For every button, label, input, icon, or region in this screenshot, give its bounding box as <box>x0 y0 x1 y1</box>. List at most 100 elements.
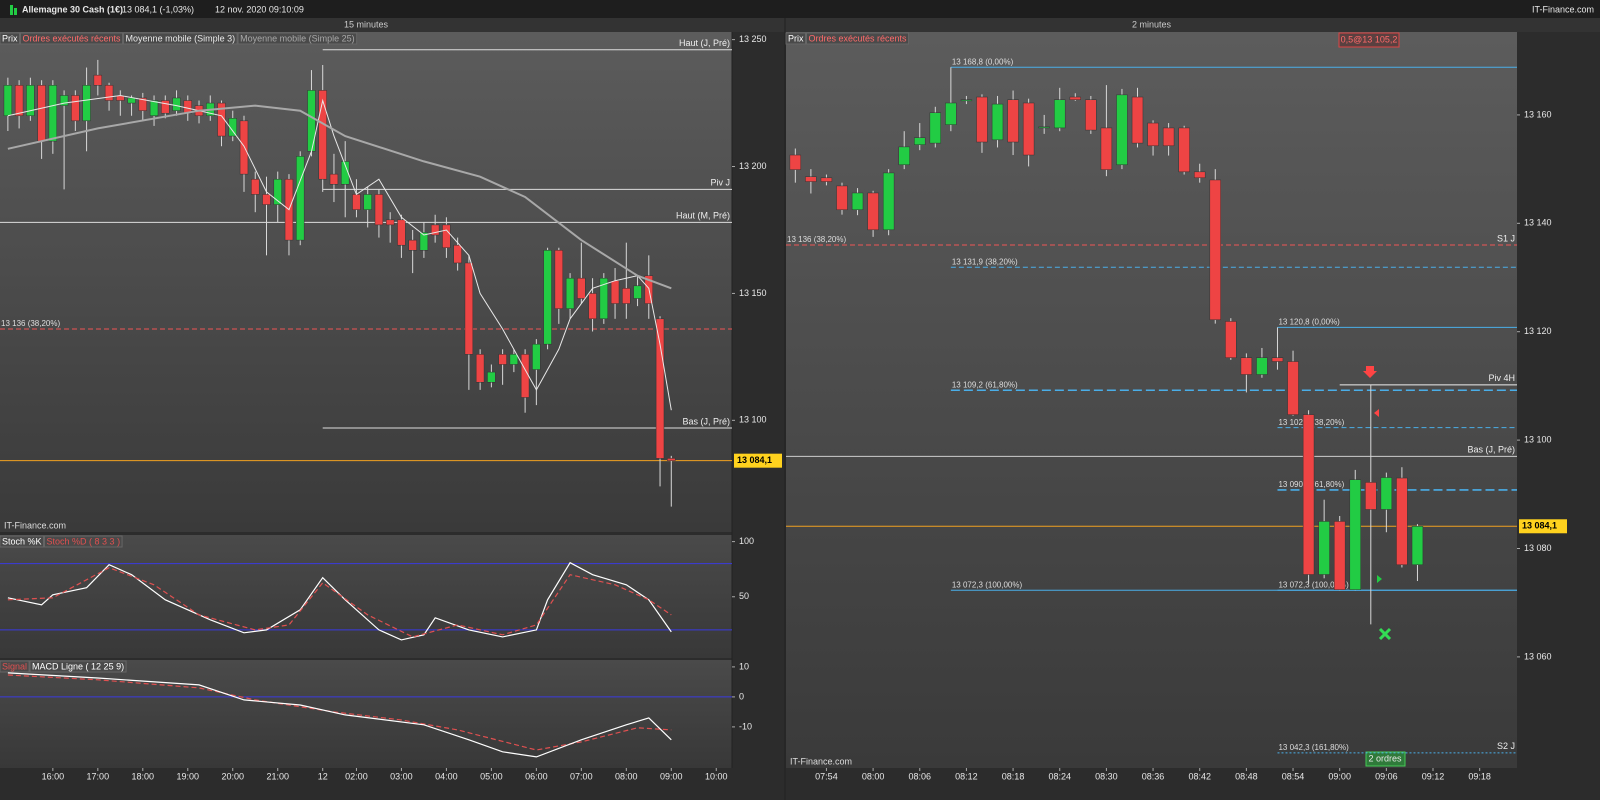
x-tick-label: 12 <box>318 771 328 781</box>
datetime: 12 nov. 2020 09:10:09 <box>215 4 304 14</box>
candle-body <box>633 285 642 299</box>
candle-body <box>1194 171 1206 179</box>
candle-body <box>104 85 114 101</box>
icon <box>10 5 13 15</box>
legend-bg <box>0 32 20 45</box>
x-tick-label: 08:48 <box>1235 771 1258 781</box>
y-tick-label: 50 <box>739 591 749 601</box>
candle-body <box>1209 179 1221 321</box>
y-tick-label: 13 250 <box>739 34 767 44</box>
candle-body <box>1178 127 1190 173</box>
candle-body <box>882 172 895 231</box>
candle-body <box>976 96 988 143</box>
indicator-line <box>7 94 672 411</box>
y-tick-label: 13 080 <box>1524 543 1552 553</box>
candle-body <box>318 90 327 180</box>
candle-body <box>329 173 339 185</box>
last-price-box <box>734 453 782 468</box>
candle-body <box>217 102 226 137</box>
legend-bg <box>785 32 806 45</box>
legend-item: MACD Ligne ( 12 25 9) <box>32 661 124 671</box>
candle-body <box>430 224 440 236</box>
x-tick-label: 08:30 <box>1095 771 1118 781</box>
legend-item: Ordres exécutés récents <box>809 33 908 43</box>
candle-body <box>228 118 237 137</box>
subtitle: 2 minutes <box>1132 19 1172 29</box>
x-tick-label: 04:00 <box>435 771 458 781</box>
candle-body <box>599 277 609 320</box>
candle-body <box>1240 357 1253 375</box>
level-label: 13 072,3 (100,00%) <box>1278 580 1349 589</box>
level-tag: Haut (J, Pré) <box>679 38 730 48</box>
y-tick-label: 13 150 <box>739 288 767 298</box>
candle-body <box>509 354 519 365</box>
candle-body <box>464 262 474 355</box>
candle-body <box>14 85 24 117</box>
candle-body <box>1038 126 1050 129</box>
candle-body <box>363 194 372 210</box>
candle-body <box>805 176 817 182</box>
marker <box>1377 575 1382 583</box>
x-tick-label: 08:00 <box>862 771 885 781</box>
x-tick-label: 08:12 <box>955 771 978 781</box>
candle-body <box>577 277 586 299</box>
legend-item: Prix <box>788 33 804 43</box>
order-box <box>1338 32 1400 48</box>
x-tick-label: 03:00 <box>390 771 413 781</box>
legend-bg <box>29 660 127 673</box>
top-bar <box>0 0 1600 18</box>
candle-body <box>239 120 249 175</box>
x-tick-label: 08:18 <box>1002 771 1025 781</box>
candle-body <box>1365 482 1377 510</box>
candle-body <box>307 90 316 152</box>
x-tick-label: 07:00 <box>570 771 593 781</box>
candle-body <box>836 185 848 211</box>
x-tick-label: 09:12 <box>1422 771 1445 781</box>
y-tick-label: 13 100 <box>739 415 767 425</box>
candle-body <box>914 137 926 145</box>
candle-body <box>419 232 429 251</box>
candle-body <box>1302 414 1315 575</box>
candle-body <box>127 97 136 104</box>
candle-body <box>1225 321 1237 358</box>
legend-bg <box>123 32 238 45</box>
legend-item: Moyenne mobile (Simple 25) <box>240 33 355 43</box>
watermark: IT-Finance.com <box>4 520 66 530</box>
candle-body <box>442 224 451 248</box>
y-tick-label: 13 060 <box>1524 651 1552 661</box>
candle-body <box>820 177 833 182</box>
x-tick-label: 18:00 <box>132 771 155 781</box>
candle-body <box>1287 361 1299 415</box>
legend-item: Stoch %D ( 8 3 3 ) <box>47 536 121 546</box>
candle-body <box>251 178 260 195</box>
candle-body <box>588 293 597 320</box>
level-tag: S2 J <box>1497 741 1515 751</box>
y-tick-label: 13 120 <box>1524 326 1552 336</box>
candle-body <box>37 85 46 142</box>
candle-body <box>1380 477 1393 510</box>
subtitle: 15 minutes <box>344 19 389 29</box>
level-label: 13 131,9 (38,20%) <box>952 257 1018 266</box>
y-tick-label: 100 <box>739 536 754 546</box>
y-tick-label: 10 <box>739 661 749 671</box>
candle-body <box>991 103 1004 141</box>
candle-body <box>929 112 942 144</box>
x-tick-label: 05:00 <box>480 771 503 781</box>
candle-body <box>273 178 282 205</box>
candle-body <box>1100 127 1113 170</box>
order-label: 0,5@13 105,2 <box>1341 34 1398 44</box>
panel <box>0 660 732 768</box>
y-tick-label: 0 <box>739 691 744 701</box>
candle-body <box>898 146 910 166</box>
candle-body <box>93 74 103 86</box>
watermark: IT-Finance.com <box>790 756 852 766</box>
x-tick-label: 20:00 <box>221 771 244 781</box>
last-price-box <box>1519 519 1567 534</box>
candle-body <box>1349 479 1361 590</box>
x-tick-label: 08:06 <box>908 771 931 781</box>
candle-body <box>475 354 485 383</box>
indicator-line <box>7 674 672 751</box>
legend-bg <box>237 32 358 45</box>
candle-body <box>487 371 496 383</box>
